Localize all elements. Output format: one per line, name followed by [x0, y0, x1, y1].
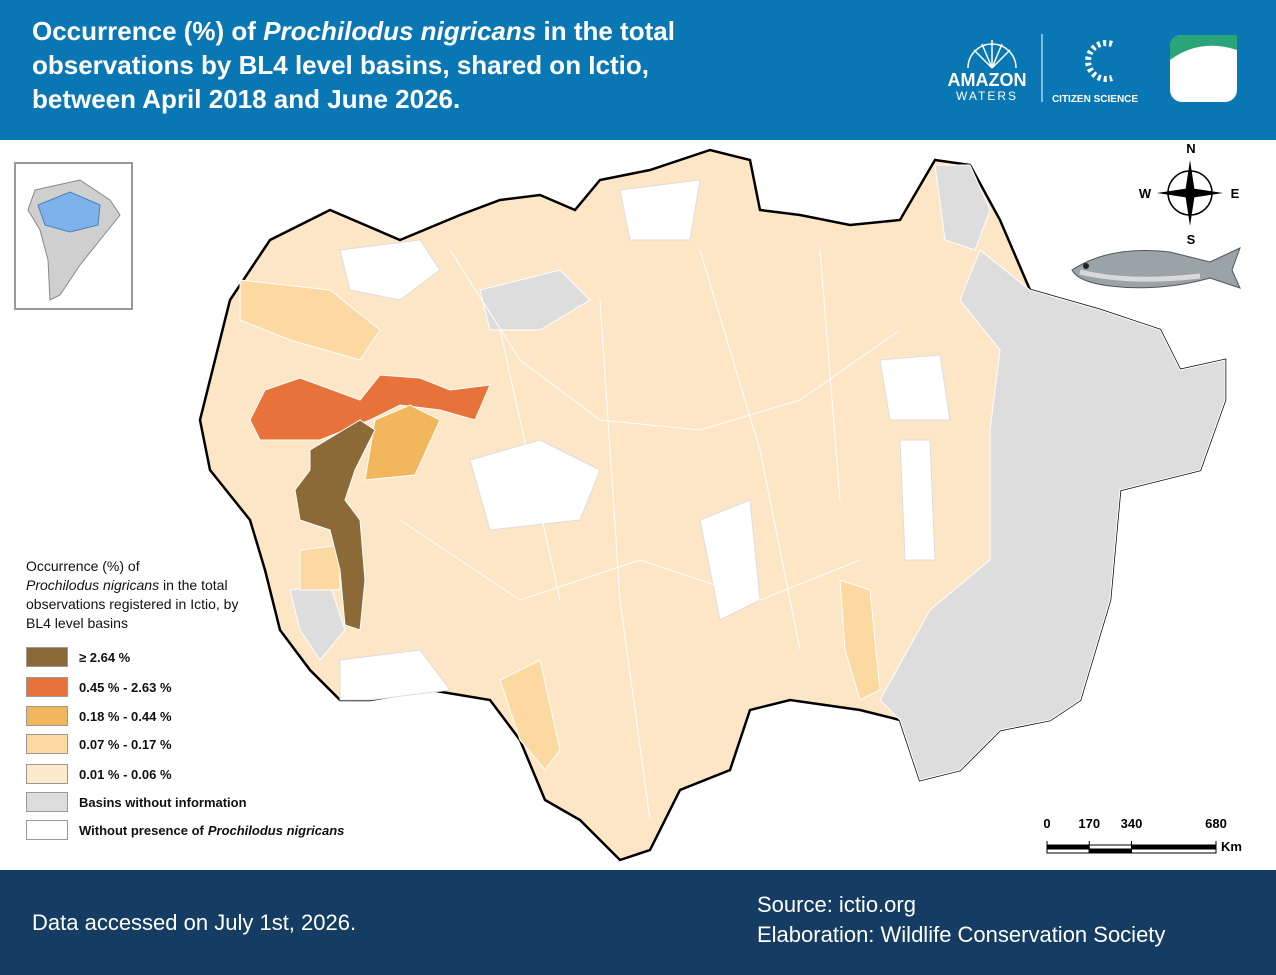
- basin-mid: [299, 544, 341, 591]
- citizen-icon: [1085, 40, 1113, 82]
- basin-empty: [879, 354, 951, 421]
- legend-label-species: Prochilodus nigricans: [207, 822, 345, 838]
- legend-title-text: in the total observations registered in …: [26, 577, 239, 631]
- compass-w: W: [1139, 186, 1152, 201]
- logo-waters: WATERS: [956, 89, 1018, 103]
- inset-basin: [37, 191, 101, 233]
- amazon-icon: [967, 40, 1017, 69]
- scale-segment: [1131, 848, 1217, 854]
- legend-item: ≥ 2.64 %: [26, 647, 130, 667]
- legend-item: Without presence of Prochilodus nigricans: [26, 820, 344, 840]
- basin-no-info: [934, 164, 991, 251]
- legend-item: 0.01 % - 0.06 %: [26, 764, 172, 784]
- basin-mid: [499, 659, 561, 771]
- legend-item: Basins without information: [26, 792, 247, 812]
- footer: Data accessed on July 1st, 2026. Source:…: [0, 870, 1276, 975]
- legend-label: ≥ 2.64 %: [79, 649, 131, 665]
- scale-segment: [1131, 844, 1217, 850]
- basin-empty: [899, 439, 936, 561]
- basin-borders: [399, 249, 901, 821]
- scale-bar: 0 170 340 680 Km: [1043, 816, 1242, 854]
- scale-label: 340: [1121, 816, 1143, 831]
- ictio-icon-top: [1170, 35, 1237, 60]
- legend-label: 0.18 % - 0.44 %: [79, 708, 172, 724]
- scale-label: 0: [1043, 816, 1050, 831]
- basin-no-info: [879, 249, 1226, 781]
- legend-item: 0.07 % - 0.17 %: [26, 734, 172, 754]
- basin-mid: [839, 579, 881, 701]
- legend-swatch: [26, 820, 68, 840]
- legend-swatch: [26, 792, 68, 812]
- legend-swatch: [26, 706, 68, 726]
- basin-empty: [339, 239, 441, 301]
- legend-swatch: [26, 677, 68, 697]
- title: Occurrence (%) of Prochilodus nigricans …: [32, 14, 732, 116]
- fish: [1071, 247, 1241, 289]
- basin-mid-high: [364, 404, 441, 481]
- legend-label: Basins without information: [79, 794, 247, 810]
- basin-high: [249, 374, 491, 441]
- scale-label: 170: [1078, 816, 1100, 831]
- basin-top: [294, 419, 376, 631]
- legend: Occurrence (%) of Prochilodus nigricans i…: [26, 557, 344, 840]
- legend-label: 0.01 % - 0.06 %: [79, 766, 172, 782]
- legend-title: Occurrence (%) of Prochilodus nigricans i…: [26, 557, 266, 633]
- logo-citizen: CITIZEN SCIENCE: [1052, 94, 1138, 105]
- basin-no-info: [479, 269, 591, 331]
- basin-empty: [339, 649, 451, 701]
- legend-title-species: Prochilodus nigricans: [26, 577, 160, 593]
- header: Occurrence (%) of Prochilodus nigricans …: [0, 0, 1276, 140]
- legend-label: Without presence of: [79, 822, 204, 838]
- legend-item: 0.45 % - 2.63 %: [26, 677, 172, 697]
- scale-segment: [1088, 844, 1132, 850]
- ictio-icon: [1170, 35, 1237, 102]
- title-text: Occurrence (%) of: [32, 16, 256, 46]
- scale-segment: [1046, 844, 1090, 850]
- basin-empty: [619, 179, 701, 241]
- scale-unit: Km: [1221, 839, 1242, 854]
- elaboration: Elaboration: Wildlife Conservation Socie…: [757, 922, 1166, 947]
- scale-segment: [1088, 848, 1132, 854]
- map: N E S W 0 170 340 680 Km: [14, 141, 1242, 862]
- scale-label: 680: [1205, 816, 1227, 831]
- legend-title-text: Occurrence (%) of: [26, 558, 140, 574]
- basin-empty: [469, 439, 601, 531]
- legend-swatch: [26, 764, 68, 784]
- logos: AMAZON WATERS CITIZEN SCIENCE: [948, 34, 1237, 105]
- compass: N E S W: [1139, 141, 1240, 247]
- legend-swatch: [26, 734, 68, 754]
- title-species: Prochilodus nigricans: [263, 16, 537, 46]
- legend-label: 0.45 % - 2.63 %: [79, 679, 172, 695]
- legend-swatch: [26, 647, 68, 667]
- accessed: Data accessed on July 1st, 2026.: [32, 910, 357, 935]
- compass-e: E: [1231, 186, 1240, 201]
- logo-amazon: AMAZON: [948, 70, 1027, 90]
- compass-s: S: [1187, 232, 1196, 247]
- legend-label: 0.07 % - 0.17 %: [79, 736, 172, 752]
- title-text: in the total observations by BL4 level b…: [32, 16, 675, 114]
- scale-segment: [1046, 848, 1090, 854]
- legend-item: 0.18 % - 0.44 %: [26, 706, 172, 726]
- basin-mid: [239, 279, 381, 361]
- source: Source: ictio.org: [757, 892, 916, 917]
- compass-n: N: [1186, 141, 1195, 156]
